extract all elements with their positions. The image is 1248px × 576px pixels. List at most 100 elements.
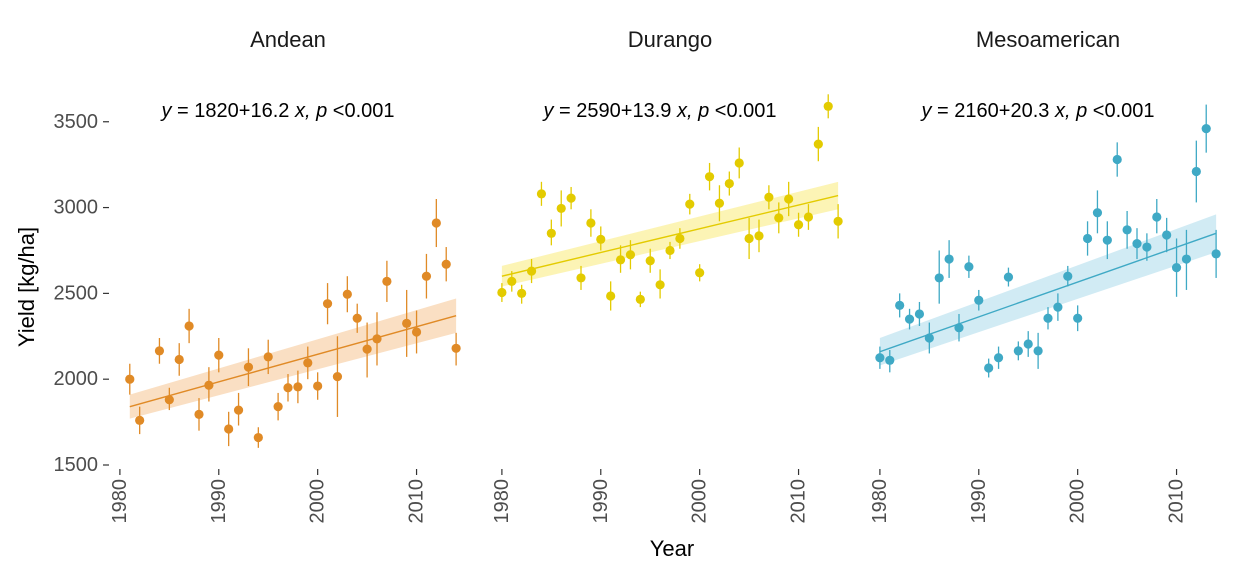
- equation-part: x,: [294, 100, 311, 122]
- equation-part: +: [999, 100, 1011, 122]
- data-point: [793, 220, 804, 230]
- data-point: [635, 294, 645, 304]
- equation-part: +: [621, 100, 633, 122]
- data-point: [1162, 230, 1172, 240]
- data-point: [303, 358, 313, 368]
- equation-part: =: [559, 100, 571, 122]
- panel-title: Mesoamerican: [976, 27, 1120, 52]
- data-point: [342, 289, 352, 299]
- data-point: [283, 383, 293, 393]
- data-point: [1043, 313, 1053, 323]
- regression-equation: y = 2160+20.3 x, p <0.001: [919, 100, 1154, 122]
- data-point: [135, 415, 145, 425]
- data-point: [984, 363, 994, 373]
- data-point: [1053, 302, 1063, 312]
- data-point: [645, 256, 655, 266]
- equation-part: 0.001: [344, 100, 394, 122]
- data-point: [273, 402, 283, 412]
- data-point: [214, 350, 224, 360]
- data-point: [784, 194, 794, 204]
- y-tick-label: 3500: [54, 111, 99, 133]
- data-point: [704, 172, 715, 182]
- data-point: [1122, 225, 1132, 235]
- data-point: [556, 203, 566, 214]
- x-tick-label: 2010: [1166, 479, 1188, 524]
- data-point: [895, 300, 905, 310]
- fit-line: [501, 194, 839, 277]
- data-point: [1211, 249, 1221, 259]
- data-point: [615, 255, 626, 265]
- x-tick-label: 2010: [788, 479, 810, 524]
- data-point: [625, 250, 636, 260]
- data-point: [823, 101, 833, 111]
- data-point: [411, 327, 422, 337]
- data-point: [1003, 272, 1014, 282]
- data-point: [695, 268, 705, 278]
- x-tick-label: 1990: [968, 479, 990, 524]
- x-tick-label: 1990: [208, 479, 230, 524]
- data-point: [1132, 239, 1142, 249]
- data-point: [974, 295, 984, 305]
- equation-part: +: [239, 100, 251, 122]
- data-point: [352, 313, 362, 323]
- fit-line: [129, 315, 457, 408]
- data-point: [1191, 166, 1201, 177]
- data-point: [1023, 339, 1033, 349]
- panel-title: Durango: [628, 27, 712, 52]
- equation-part: 1820: [194, 100, 239, 122]
- data-point: [332, 372, 343, 382]
- data-point: [1033, 346, 1043, 356]
- panel-durango: Durango y = 2590+13.9 x, p <0.001 1980 1990…: [491, 27, 843, 524]
- y-tick-label: 2500: [54, 282, 99, 304]
- equation-part: 13.9: [632, 100, 671, 122]
- data-point: [224, 424, 234, 434]
- data-point: [1112, 154, 1122, 165]
- data-point: [924, 333, 934, 343]
- data-point: [1063, 271, 1073, 281]
- data-point: [576, 273, 586, 283]
- data-point: [441, 259, 451, 269]
- x-tick-label: 1980: [109, 479, 131, 524]
- data-point: [372, 334, 382, 344]
- equation-part: =: [177, 100, 189, 122]
- equation-part: 2590: [576, 100, 621, 122]
- data-point: [243, 362, 254, 372]
- data-point: [734, 158, 744, 168]
- x-tick-label: 2000: [689, 479, 711, 524]
- y-tick-label: 3000: [54, 197, 99, 219]
- data-point: [536, 189, 547, 199]
- x-tick-label: 2010: [406, 479, 428, 524]
- data-point: [954, 323, 964, 333]
- equation-part: 0.001: [1104, 100, 1154, 122]
- equation-part: p: [1075, 100, 1087, 122]
- x-tick-label: 2000: [307, 479, 329, 524]
- panel-title: Andean: [250, 27, 326, 52]
- y-tick-label: 1500: [54, 454, 99, 476]
- data-point: [803, 212, 814, 222]
- data-point: [293, 382, 303, 392]
- data-point: [993, 353, 1004, 363]
- data-point: [1082, 233, 1093, 244]
- equation-part: y: [541, 100, 554, 122]
- data-point: [833, 216, 843, 226]
- y-tick-label: 2000: [54, 368, 99, 390]
- data-point: [754, 231, 764, 241]
- equation-part: 2160: [954, 100, 999, 122]
- data-point: [184, 321, 194, 331]
- data-point: [665, 245, 675, 256]
- data-point: [1142, 242, 1152, 252]
- data-point: [714, 198, 725, 208]
- data-point: [526, 266, 537, 276]
- equation-part: 16.2: [250, 100, 289, 122]
- data-point: [1152, 212, 1162, 222]
- equation-part: y: [159, 100, 172, 122]
- data-point: [164, 395, 174, 405]
- data-point: [125, 374, 135, 384]
- panel-mesoamerican: Mesoamerican y = 2160+20.3 x, p <0.001 198…: [869, 27, 1221, 524]
- equation-part: p: [697, 100, 709, 122]
- data-point: [402, 318, 412, 329]
- data-point: [675, 233, 685, 244]
- data-point: [263, 352, 273, 362]
- panel-andean: Andean y = 1820+16.2 x, p <0.001 1980 1990 2…: [109, 27, 461, 524]
- data-point: [944, 254, 954, 264]
